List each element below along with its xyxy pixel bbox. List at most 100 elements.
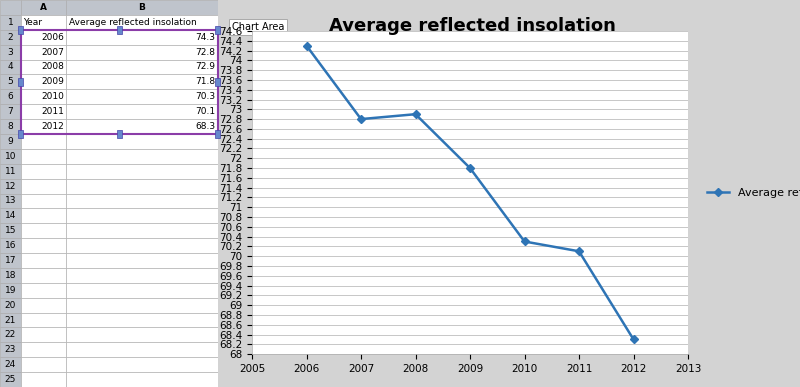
Bar — [215, 26, 220, 34]
Text: 3: 3 — [7, 48, 14, 57]
FancyBboxPatch shape — [21, 238, 66, 253]
Average reflected insolation — [356, 117, 366, 122]
FancyBboxPatch shape — [21, 223, 66, 238]
Bar — [18, 130, 23, 138]
FancyBboxPatch shape — [0, 89, 21, 104]
Text: 74.3: 74.3 — [195, 33, 215, 42]
FancyBboxPatch shape — [21, 60, 66, 74]
Text: 2: 2 — [7, 33, 13, 42]
Average reflected insolation — [302, 43, 311, 48]
FancyBboxPatch shape — [21, 0, 66, 15]
FancyBboxPatch shape — [0, 15, 21, 30]
Text: 2008: 2008 — [42, 62, 64, 72]
FancyBboxPatch shape — [21, 119, 66, 134]
FancyBboxPatch shape — [66, 30, 218, 45]
Text: Average reflected insolation: Average reflected insolation — [69, 18, 196, 27]
FancyBboxPatch shape — [21, 283, 66, 298]
FancyBboxPatch shape — [66, 134, 218, 149]
FancyBboxPatch shape — [0, 208, 21, 223]
FancyBboxPatch shape — [0, 298, 21, 313]
Text: 8: 8 — [7, 122, 14, 131]
FancyBboxPatch shape — [21, 298, 66, 313]
Text: 18: 18 — [5, 271, 16, 280]
FancyBboxPatch shape — [21, 30, 66, 45]
FancyBboxPatch shape — [21, 89, 66, 104]
Text: 16: 16 — [5, 241, 16, 250]
FancyBboxPatch shape — [21, 104, 66, 119]
Text: 7: 7 — [7, 107, 14, 116]
Bar — [21, 30, 218, 134]
FancyBboxPatch shape — [0, 268, 21, 283]
FancyBboxPatch shape — [0, 357, 21, 372]
Bar — [117, 130, 122, 138]
Text: 20: 20 — [5, 301, 16, 310]
Text: 70.1: 70.1 — [195, 107, 215, 116]
FancyBboxPatch shape — [66, 164, 218, 179]
FancyBboxPatch shape — [66, 60, 218, 74]
Text: Chart Area: Chart Area — [232, 22, 285, 32]
Text: A: A — [40, 3, 47, 12]
FancyBboxPatch shape — [0, 134, 21, 149]
Text: 14: 14 — [5, 211, 16, 220]
FancyBboxPatch shape — [21, 372, 66, 387]
Text: 9: 9 — [7, 137, 14, 146]
FancyBboxPatch shape — [66, 179, 218, 194]
FancyBboxPatch shape — [21, 208, 66, 223]
FancyBboxPatch shape — [21, 15, 66, 30]
Bar — [215, 78, 220, 86]
FancyBboxPatch shape — [0, 238, 21, 253]
FancyBboxPatch shape — [0, 179, 21, 194]
FancyBboxPatch shape — [21, 357, 66, 372]
Text: 72.9: 72.9 — [195, 62, 215, 72]
Average reflected insolation — [520, 239, 530, 244]
FancyBboxPatch shape — [66, 268, 218, 283]
Text: 2007: 2007 — [42, 48, 64, 57]
FancyBboxPatch shape — [66, 253, 218, 268]
Text: 1: 1 — [7, 18, 14, 27]
FancyBboxPatch shape — [66, 223, 218, 238]
Text: 6: 6 — [7, 92, 14, 101]
Bar — [117, 26, 122, 34]
Text: 2009: 2009 — [42, 77, 64, 86]
FancyBboxPatch shape — [0, 119, 21, 134]
FancyBboxPatch shape — [66, 15, 218, 30]
FancyBboxPatch shape — [66, 342, 218, 357]
FancyBboxPatch shape — [0, 45, 21, 60]
Text: 70.3: 70.3 — [195, 92, 215, 101]
FancyBboxPatch shape — [0, 327, 21, 342]
FancyBboxPatch shape — [0, 223, 21, 238]
FancyBboxPatch shape — [0, 253, 21, 268]
FancyBboxPatch shape — [66, 45, 218, 60]
Text: 17: 17 — [5, 256, 16, 265]
FancyBboxPatch shape — [0, 149, 21, 164]
FancyBboxPatch shape — [66, 372, 218, 387]
FancyBboxPatch shape — [0, 313, 21, 327]
FancyBboxPatch shape — [21, 45, 66, 60]
Text: 4: 4 — [7, 62, 13, 72]
FancyBboxPatch shape — [66, 194, 218, 208]
FancyBboxPatch shape — [66, 327, 218, 342]
Text: 5: 5 — [7, 77, 14, 86]
FancyBboxPatch shape — [66, 149, 218, 164]
FancyBboxPatch shape — [0, 104, 21, 119]
FancyBboxPatch shape — [66, 104, 218, 119]
Bar — [18, 78, 23, 86]
FancyBboxPatch shape — [21, 327, 66, 342]
FancyBboxPatch shape — [21, 149, 66, 164]
Bar — [215, 130, 220, 138]
FancyBboxPatch shape — [0, 60, 21, 74]
Text: 2012: 2012 — [42, 122, 64, 131]
FancyBboxPatch shape — [0, 342, 21, 357]
Bar — [18, 26, 23, 34]
FancyBboxPatch shape — [66, 298, 218, 313]
Text: 15: 15 — [5, 226, 16, 235]
FancyBboxPatch shape — [66, 313, 218, 327]
FancyBboxPatch shape — [21, 342, 66, 357]
Average reflected insolation — [629, 337, 638, 342]
FancyBboxPatch shape — [66, 238, 218, 253]
Text: 71.8: 71.8 — [195, 77, 215, 86]
FancyBboxPatch shape — [66, 208, 218, 223]
Text: Year: Year — [23, 18, 42, 27]
Text: 11: 11 — [5, 167, 16, 176]
Text: 22: 22 — [5, 330, 16, 339]
